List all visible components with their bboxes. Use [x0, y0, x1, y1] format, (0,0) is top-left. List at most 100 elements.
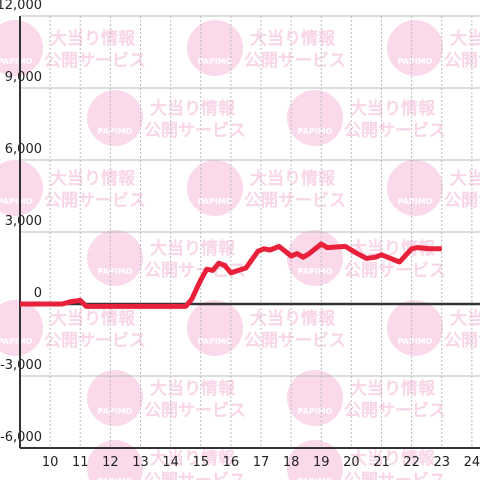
watermark-text: 大当り情報 — [450, 308, 480, 329]
watermark-text: 大当り情報 — [50, 28, 136, 49]
watermark-text: 大当り情報 — [350, 378, 436, 399]
watermark-logo — [387, 160, 443, 216]
x-tick-label: 22 — [403, 455, 420, 470]
watermark-text: 公開サービス — [44, 51, 146, 71]
watermark-text: 大当り情報 — [250, 168, 336, 189]
watermark-brand: PAPIMO — [98, 477, 133, 480]
watermark-text: 公開サービス — [344, 401, 446, 421]
x-tick-label: 11 — [72, 455, 89, 470]
watermark-brand: PAPIMO — [0, 57, 33, 66]
line — [20, 241, 442, 309]
watermark-brand: PAPIMO — [198, 57, 233, 66]
watermark-brand: PAPIMO — [398, 197, 433, 206]
watermark-logo — [87, 230, 143, 286]
watermark-text: 公開サービス — [144, 471, 246, 480]
watermark-text: 大当り情報 — [250, 308, 336, 329]
x-tick-label: 18 — [283, 455, 300, 470]
watermark-brand: PAPIMO — [298, 407, 333, 416]
y-tick-label: 12,000 — [0, 0, 42, 13]
watermark-text: 大当り情報 — [50, 168, 136, 189]
x-tick-label: 17 — [253, 455, 270, 470]
watermark-brand: PAPIMO — [298, 477, 333, 480]
watermark-brand: PAPIMO — [98, 267, 133, 276]
watermark-logo — [287, 440, 343, 480]
watermark-text: 大当り情報 — [50, 308, 136, 329]
watermark-text: 大当り情報 — [150, 378, 236, 399]
watermark-logo — [387, 300, 443, 356]
watermark-text: 公開サービス — [444, 331, 480, 351]
x-tick-label: 21 — [373, 455, 390, 470]
watermark-logo — [87, 440, 143, 480]
watermark-logo — [87, 90, 143, 146]
watermark-brand: PAPIMO — [398, 57, 433, 66]
watermark-logo — [0, 20, 43, 76]
watermark-text: 大当り情報 — [450, 28, 480, 49]
y-tick-label: 9,000 — [5, 70, 42, 85]
watermark-text: 大当り情報 — [150, 448, 236, 469]
watermark-logo — [0, 300, 43, 356]
watermark-logo — [287, 370, 343, 426]
x-tick-label: 20 — [343, 455, 360, 470]
watermark-brand: PAPIMO — [98, 407, 133, 416]
watermark-text: 大当り情報 — [450, 168, 480, 189]
watermark-brand: PAPIMO — [298, 127, 333, 136]
watermark-text: 公開サービス — [244, 51, 346, 71]
watermark-logo — [287, 230, 343, 286]
watermark-logo — [287, 90, 343, 146]
watermark-brand: PAPIMO — [298, 267, 333, 276]
x-tick-label: 16 — [223, 455, 240, 470]
watermark-text: 公開サービス — [244, 331, 346, 351]
watermark-text: 公開サービス — [144, 121, 246, 141]
watermark-brand: PAPIMO — [98, 127, 133, 136]
watermark-text: 大当り情報 — [150, 238, 236, 259]
x-tick-label: 14 — [162, 455, 179, 470]
y-tick-label: 3,000 — [5, 214, 42, 229]
watermark-text: 公開サービス — [444, 51, 480, 71]
watermark-text: 公開サービス — [444, 191, 480, 211]
y-tick-label: -6,000 — [0, 430, 42, 445]
y-tick-label: 6,000 — [5, 142, 42, 157]
x-tick-label: 13 — [132, 455, 149, 470]
watermark-brand: PAPIMO — [0, 197, 33, 206]
watermark-brand: PAPIMO — [198, 197, 233, 206]
x-tick-label: 19 — [313, 455, 330, 470]
watermark-brand: PAPIMO — [0, 337, 33, 346]
watermark-text: 公開サービス — [344, 261, 446, 281]
watermark-logo — [0, 160, 43, 216]
y-tick-label: -3,000 — [0, 358, 42, 373]
watermark-text: 大当り情報 — [350, 238, 436, 259]
watermark-text: 大当り情報 — [350, 448, 436, 469]
watermark-text: 公開サービス — [344, 471, 446, 480]
x-tick-label: 23 — [433, 455, 450, 470]
x-tick-label: 24 — [464, 455, 480, 470]
watermark-logo — [187, 20, 243, 76]
watermark-text: 大当り情報 — [350, 98, 436, 119]
x-tick-label: 10 — [42, 455, 59, 470]
x-tick-label: 12 — [102, 455, 119, 470]
watermark-brand: PAPIMO — [398, 337, 433, 346]
watermark-logo — [87, 370, 143, 426]
watermark-text: 公開サービス — [244, 191, 346, 211]
x-tick-label: 15 — [192, 455, 209, 470]
watermark-text: 大当り情報 — [250, 28, 336, 49]
watermark-text: 公開サービス — [144, 401, 246, 421]
watermark-logo — [187, 160, 243, 216]
watermark-text: 公開サービス — [44, 191, 146, 211]
watermark-text: 公開サービス — [44, 331, 146, 351]
watermark-text: 大当り情報 — [150, 98, 236, 119]
